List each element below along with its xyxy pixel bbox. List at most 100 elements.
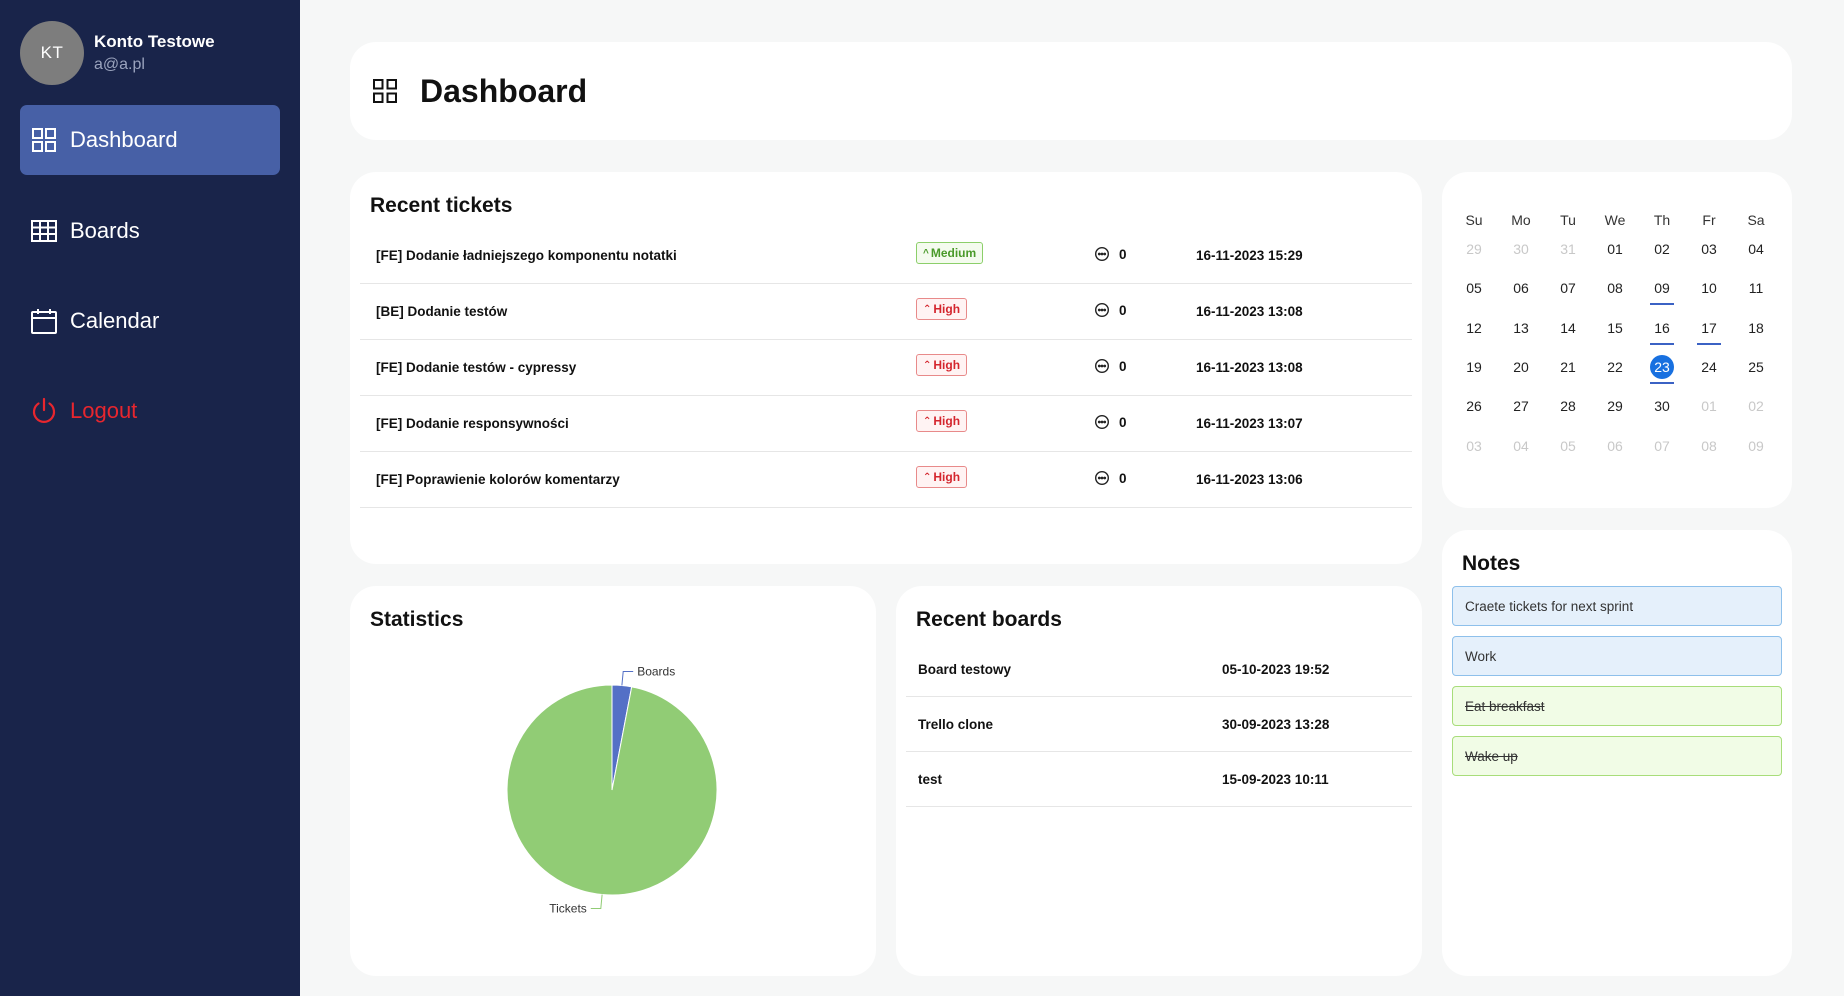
pie-label-line [621, 671, 634, 686]
calendar-day[interactable]: 04 [1748, 241, 1764, 257]
calendar-day[interactable]: 01 [1607, 241, 1623, 257]
ticket-title: [FE] Dodanie testów - cypressy [376, 360, 577, 375]
note-item[interactable]: Craete tickets for next sprint [1452, 586, 1782, 626]
pie-label: Boards [637, 665, 675, 679]
comment-icon [1094, 470, 1110, 486]
nav-logout[interactable]: Logout [20, 376, 280, 446]
note-text: Eat breakfast [1465, 698, 1545, 714]
calendar-day[interactable]: 14 [1560, 319, 1576, 336]
calendar-day[interactable]: 06 [1607, 437, 1623, 454]
recent-boards-title: Recent boards [916, 608, 1062, 631]
pie-chart: Boards Tickets [506, 665, 718, 915]
calendar-day[interactable]: 25 [1748, 358, 1764, 375]
ticket-title: [FE] Dodanie responsywności [376, 416, 569, 431]
calendar-day[interactable]: 15 [1607, 319, 1623, 336]
ticket-title: [FE] Poprawienie kolorów komentarzy [376, 472, 620, 487]
ticket-row[interactable]: [FE] Poprawienie kolorów komentarzy ⌃ Hig… [360, 452, 1412, 508]
double-chevron-up-icon: ⌃ [923, 471, 932, 483]
calendar-day[interactable]: 10 [1701, 280, 1717, 297]
power-icon [32, 397, 56, 423]
calendar-day[interactable]: 30 [1513, 241, 1529, 257]
board-name: Trello clone [918, 717, 994, 732]
nav-boards[interactable]: Boards [20, 196, 280, 266]
calendar-day[interactable]: 22 [1607, 358, 1623, 375]
calendar-day[interactable]: 05 [1466, 280, 1482, 297]
double-chevron-up-icon: ⌃ [923, 359, 932, 371]
priority-badge: ^ Medium [916, 242, 984, 264]
calendar-day[interactable]: 12 [1466, 319, 1482, 336]
calendar-day[interactable]: 03 [1701, 241, 1717, 257]
priority-badge: ⌃ High [916, 354, 968, 376]
weekday-header: Th [1653, 212, 1671, 228]
avatar: KT [20, 21, 84, 85]
weekday-header: Fr [1702, 212, 1716, 228]
comment-icon [1094, 358, 1110, 374]
calendar-day[interactable]: 02 [1654, 241, 1670, 257]
user-email: a@a.pl [94, 56, 145, 73]
board-name: Board testowy [918, 662, 1012, 677]
calendar-day[interactable]: 19 [1466, 358, 1482, 375]
calendar-icon [31, 309, 57, 334]
double-chevron-up-icon: ⌃ [923, 415, 932, 427]
calendar-day[interactable]: 01 [1701, 398, 1717, 415]
calendar-day[interactable]: 30 [1654, 398, 1670, 415]
ticket-date: 16-11-2023 13:08 [1196, 360, 1303, 375]
ticket-date: 16-11-2023 13:07 [1196, 416, 1303, 431]
statistics-title: Statistics [370, 608, 464, 631]
calendar-day[interactable]: 31 [1560, 241, 1576, 257]
calendar-day[interactable]: 17 [1687, 315, 1731, 345]
board-row[interactable]: test 15-09-2023 10:11 [906, 752, 1412, 807]
calendar-day[interactable]: 18 [1748, 319, 1764, 336]
calendar-day-today[interactable]: 23 [1640, 354, 1684, 384]
calendar-day[interactable]: 09 [1748, 437, 1764, 454]
comment-icon [1094, 246, 1110, 262]
calendar-day[interactable]: 03 [1466, 437, 1482, 454]
chevron-up-icon: ^ [923, 247, 929, 259]
board-row[interactable]: Board testowy 05-10-2023 19:52 [906, 642, 1412, 697]
pie-slice-tickets[interactable] [506, 684, 718, 896]
calendar-day[interactable]: 04 [1513, 437, 1529, 454]
calendar-day[interactable]: 07 [1654, 437, 1670, 454]
double-chevron-up-icon: ⌃ [923, 303, 932, 315]
user-profile: KT Konto Testowe a@a.pl [20, 21, 215, 85]
calendar-day[interactable]: 07 [1560, 280, 1576, 297]
note-item[interactable]: Work [1452, 636, 1782, 676]
note-item[interactable]: Wake up [1452, 736, 1782, 776]
calendar-day[interactable]: 27 [1513, 398, 1529, 415]
nav-logout-label: Logout [70, 398, 138, 423]
calendar-day[interactable]: 13 [1513, 319, 1529, 336]
calendar-day[interactable]: 29 [1466, 241, 1482, 257]
ticket-date: 16-11-2023 13:06 [1196, 472, 1303, 487]
comment-icon [1094, 414, 1110, 430]
ticket-row[interactable]: [FE] Dodanie responsywności ⌃ High 0 16-1… [360, 396, 1412, 452]
calendar-day[interactable]: 29 [1607, 398, 1623, 415]
calendar-day[interactable]: 09 [1640, 275, 1684, 306]
calendar-day[interactable]: 26 [1466, 398, 1482, 415]
ticket-row[interactable]: [FE] Dodanie testów - cypressy ⌃ High 0 1… [360, 340, 1412, 396]
weekday-header: Mo [1511, 212, 1531, 228]
calendar-day[interactable]: 06 [1513, 280, 1529, 297]
board-row[interactable]: Trello clone 30-09-2023 13:28 [906, 697, 1412, 752]
nav-dashboard-label: Dashboard [70, 127, 178, 152]
board-name: test [918, 772, 943, 787]
comments-count: 0 [1094, 358, 1127, 374]
calendar-day[interactable]: 20 [1513, 358, 1529, 375]
note-text: Craete tickets for next sprint [1465, 598, 1634, 614]
calendar-day[interactable]: 05 [1560, 437, 1576, 454]
calendar-day[interactable]: 28 [1560, 398, 1576, 415]
nav-calendar[interactable]: Calendar [20, 286, 280, 356]
nav-dashboard[interactable]: Dashboard [20, 105, 280, 175]
mini-calendar: Su Mo Tu We Th Fr Sa 29 30 31 01 02 03 04 05 06 07 08 09 10… [1442, 172, 1792, 508]
calendar-day[interactable]: 24 [1701, 358, 1717, 375]
calendar-day[interactable]: 02 [1748, 398, 1764, 415]
calendar-day[interactable]: 11 [1748, 280, 1764, 297]
ticket-row[interactable]: [FE] Dodanie ładniejszego komponentu not… [360, 228, 1412, 284]
calendar-day[interactable]: 21 [1560, 358, 1576, 375]
comments-count: 0 [1094, 470, 1127, 486]
pie-label: Tickets [549, 901, 587, 915]
calendar-day[interactable]: 08 [1701, 437, 1717, 454]
ticket-row[interactable]: [BE] Dodanie testów ⌃ High 0 16-11-2023 1… [360, 284, 1412, 340]
calendar-day[interactable]: 16 [1640, 315, 1684, 345]
note-item[interactable]: Eat breakfast [1452, 686, 1782, 726]
calendar-day[interactable]: 08 [1607, 280, 1623, 297]
